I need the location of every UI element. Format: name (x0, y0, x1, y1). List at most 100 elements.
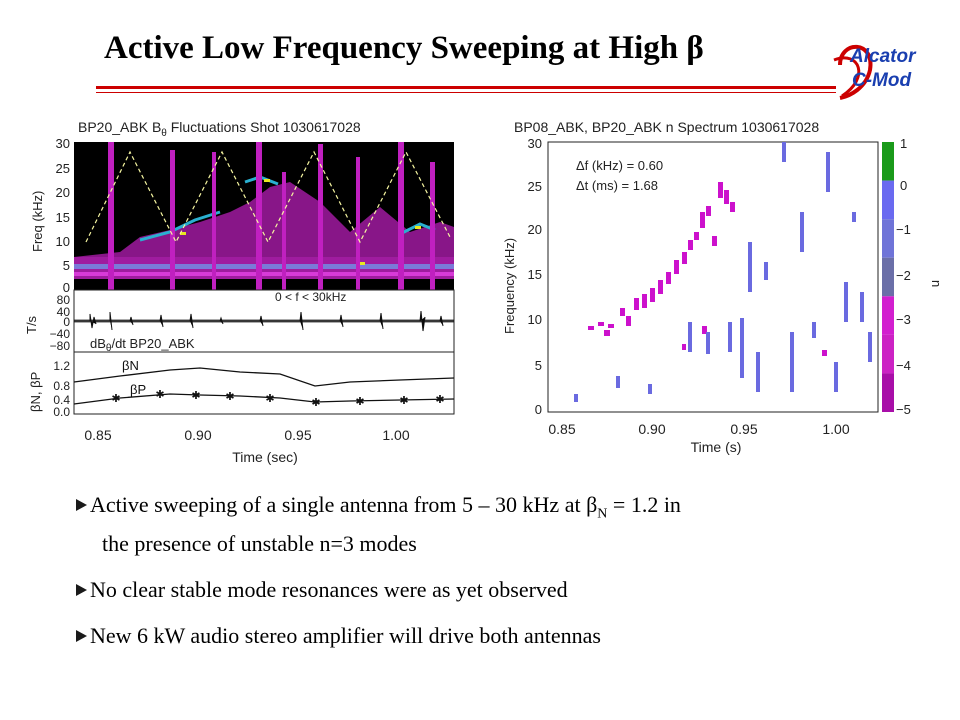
annot-dt: Δt (ms) = 1.68 (576, 178, 658, 193)
svg-text:15: 15 (56, 210, 70, 225)
svg-text:✱: ✱ (399, 395, 408, 407)
spectrogram-content (74, 142, 454, 290)
colorbar-segment (882, 180, 894, 220)
svg-text:25: 25 (528, 179, 542, 194)
mid-ticks: 80 40 0 −40 −80 (50, 293, 71, 353)
colorbar-segment (882, 257, 894, 297)
svg-text:5: 5 (63, 258, 70, 273)
svg-text:✱: ✱ (111, 393, 120, 405)
bullet-arrow-icon (76, 499, 87, 511)
svg-text:−4: −4 (896, 358, 911, 373)
right-x-ticks: 0.85 0.90 0.95 1.00 (548, 421, 849, 437)
annot-df: Δf (kHz) = 0.60 (576, 158, 663, 173)
svg-text:−3: −3 (896, 312, 911, 327)
dbdt-trace (74, 310, 454, 332)
svg-text:−1: −1 (896, 222, 911, 237)
svg-text:5: 5 (535, 358, 542, 373)
freq-ticks: 30 25 20 15 10 5 0 (56, 136, 70, 295)
logo-line1: Alcator (849, 46, 917, 67)
svg-text:✱: ✱ (191, 390, 200, 402)
time-axis-label: Time (sec) (232, 449, 298, 465)
bullet-2: No clear stable mode resonances were as … (76, 575, 936, 605)
beta-axis-label: βN, βP (28, 372, 43, 412)
bullet-3: New 6 kW audio stereo amplifier will dri… (76, 621, 936, 651)
svg-text:0: 0 (63, 315, 70, 329)
svg-text:✱: ✱ (225, 391, 234, 403)
beta-n-line (73, 367, 455, 387)
svg-text:30: 30 (56, 136, 70, 151)
svg-text:0.85: 0.85 (84, 427, 111, 443)
svg-text:1.00: 1.00 (822, 421, 849, 437)
bullet-arrow-icon (76, 630, 87, 643)
title-rule (96, 86, 836, 89)
svg-text:1.00: 1.00 (382, 427, 409, 443)
mid-label: dBθ/dt BP20_ABK (90, 336, 195, 354)
svg-text:20: 20 (528, 222, 542, 237)
svg-text:✱: ✱ (311, 397, 320, 409)
svg-text:✱: ✱ (355, 396, 364, 408)
svg-text:−2: −2 (896, 268, 911, 283)
svg-text:10: 10 (56, 234, 70, 249)
svg-text:25: 25 (56, 161, 70, 176)
svg-text:0: 0 (535, 402, 542, 417)
svg-text:10: 10 (528, 312, 542, 327)
right-title: BP08_ABK, BP20_ABK n Spectrum 1030617028 (514, 119, 819, 135)
colorbar-segment (882, 373, 894, 412)
bullet-arrow-icon (76, 584, 87, 597)
right-figure: BP08_ABK, BP20_ABK n Spectrum 1030617028… (502, 119, 944, 455)
svg-text:40: 40 (57, 305, 71, 319)
beta-n-label: βN (122, 358, 139, 373)
svg-text:0.4: 0.4 (53, 393, 70, 407)
left-figure: BP20_ABK Bθ Fluctuations Shot 1030617028… (24, 119, 455, 465)
right-x-axis-label: Time (s) (691, 439, 742, 455)
svg-text:30: 30 (528, 136, 542, 151)
svg-text:−5: −5 (896, 402, 911, 417)
beta-ticks: 1.2 0.8 0.4 0.0 (53, 359, 70, 419)
beta-p-line (73, 393, 455, 405)
beta-p-markers: ✱ ✱ ✱ ✱ ✱ ✱ ✱ ✱ ✱ (111, 389, 444, 409)
svg-text:1.2: 1.2 (53, 359, 70, 373)
title-rule-thin (96, 92, 836, 93)
svg-text:0.8: 0.8 (53, 379, 70, 393)
colorbar-segment (882, 334, 894, 374)
slide-title: Active Low Frequency Sweeping at High β (104, 30, 704, 66)
logo-line2: C-Mod (852, 70, 911, 91)
right-y-ticks: 30 25 20 15 10 5 0 (528, 136, 542, 417)
freq-axis-label: Freq (kHz) (30, 191, 45, 252)
svg-text:✱: ✱ (155, 389, 164, 401)
bullet-list: Active sweeping of a single antenna from… (76, 490, 936, 667)
colorbar-segment (882, 142, 894, 181)
svg-text:0.95: 0.95 (730, 421, 757, 437)
svg-text:15: 15 (528, 267, 542, 282)
svg-text:0: 0 (900, 178, 907, 193)
svg-text:0: 0 (63, 280, 70, 295)
colorbar-segment (882, 296, 894, 335)
beta-p-label: βP (130, 382, 146, 397)
svg-text:1: 1 (900, 136, 907, 151)
right-plot-area (547, 141, 879, 413)
svg-text:0.90: 0.90 (184, 427, 211, 443)
mid-axis-label: T/s (24, 315, 39, 334)
colorbar-segment (882, 219, 894, 258)
svg-text:✱: ✱ (265, 393, 274, 405)
beta-panel (73, 351, 455, 415)
svg-text:✱: ✱ (435, 394, 444, 406)
colorbar-ticks: 1 0 −1 −2 −3 −4 −5 (896, 136, 911, 417)
time-ticks: 0.85 0.90 0.95 1.00 (84, 427, 409, 443)
svg-text:80: 80 (57, 293, 71, 307)
colorbar (882, 142, 894, 412)
alcator-cmod-logo: Alcator C-Mod (833, 44, 917, 100)
colorbar-label: n (929, 280, 944, 287)
svg-text:20: 20 (56, 185, 70, 200)
mode-points (574, 142, 872, 402)
bullet-1: Active sweeping of a single antenna from… (76, 490, 936, 559)
right-y-axis-label: Frequency (kHz) (502, 238, 517, 334)
svg-text:0.0: 0.0 (53, 405, 70, 419)
svg-text:0.85: 0.85 (548, 421, 575, 437)
svg-text:0.95: 0.95 (284, 427, 311, 443)
left-top-title: BP20_ABK Bθ Fluctuations Shot 1030617028 (78, 119, 361, 139)
svg-text:−40: −40 (50, 327, 71, 341)
svg-text:0.90: 0.90 (638, 421, 665, 437)
mid-annotation: 0 < f < 30kHz (275, 290, 346, 304)
svg-text:−80: −80 (50, 339, 71, 353)
